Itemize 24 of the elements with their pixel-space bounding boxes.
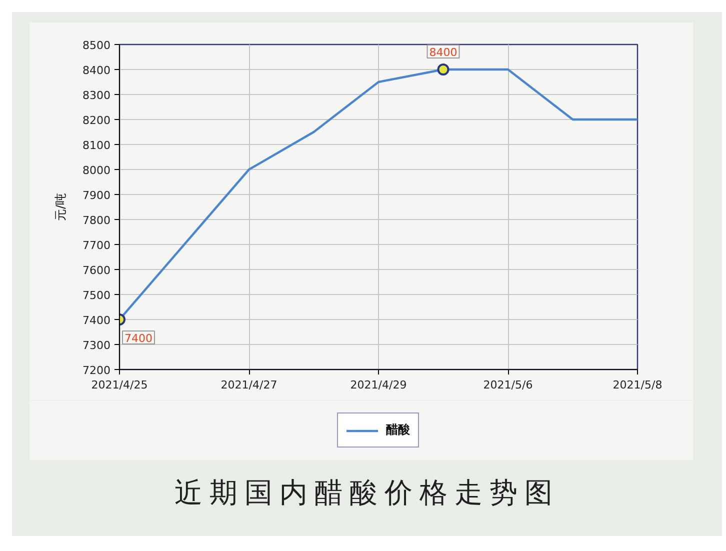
- data-label: 8400: [429, 46, 458, 59]
- x-tick-label: 2021/4/29: [350, 378, 407, 392]
- legend-label: 醋酸: [386, 422, 410, 438]
- x-tick-label: 2021/5/6: [483, 378, 533, 392]
- y-tick-label: 8000: [82, 164, 111, 177]
- y-tick-label: 7800: [82, 214, 111, 227]
- y-tick-label: 7400: [82, 314, 111, 327]
- y-tick-label: 7500: [82, 289, 111, 302]
- y-tick-label: 7900: [82, 189, 111, 202]
- y-tick-label: 7200: [82, 364, 111, 377]
- y-tick-label: 7600: [82, 264, 111, 277]
- y-tick-label: 7300: [82, 339, 111, 352]
- x-tick-label: 2021/4/27: [220, 378, 278, 392]
- y-tick-label: 7700: [82, 239, 111, 252]
- y-axis-title: 元/吨: [54, 192, 68, 222]
- y-tick-label: 8100: [82, 139, 111, 152]
- x-tick-label: 2021/5/8: [612, 378, 662, 392]
- y-tick-label: 8200: [82, 114, 111, 127]
- y-tick-label: 8400: [82, 64, 111, 77]
- data-label: 7400: [124, 332, 152, 345]
- x-tick-label: 2021/4/25: [91, 378, 148, 392]
- text: 近期国内醋酸价格走势图: [174, 475, 560, 511]
- y-tick-label: 8300: [82, 89, 111, 102]
- y-tick-label: 8500: [82, 39, 111, 52]
